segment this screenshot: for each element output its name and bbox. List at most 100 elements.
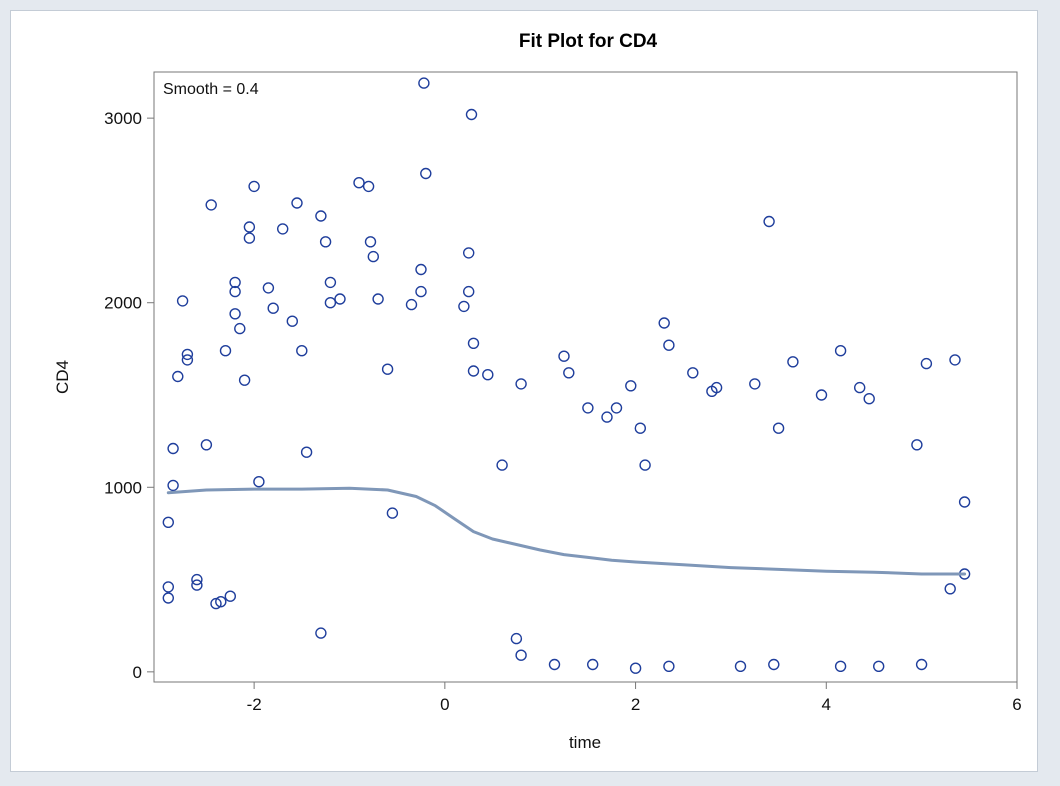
data-point	[467, 365, 480, 377]
data-point	[834, 660, 847, 672]
data-point	[749, 378, 761, 390]
data-point	[915, 658, 928, 671]
data-point	[465, 108, 478, 121]
data-point	[267, 302, 279, 314]
data-point	[634, 422, 646, 434]
chart-title: Fit Plot for CD4	[519, 31, 658, 52]
data-point	[463, 285, 475, 298]
data-point	[262, 282, 275, 294]
data-point	[911, 439, 923, 451]
data-point	[167, 479, 179, 492]
data-point	[405, 298, 418, 311]
data-point	[496, 459, 508, 471]
data-point	[229, 276, 241, 289]
data-point	[229, 285, 241, 298]
y-axis: 0 1000 2000 3000	[104, 109, 154, 682]
data-point	[248, 180, 260, 193]
data-point	[191, 579, 203, 591]
data-point	[324, 297, 337, 309]
x-tick-label: 2	[631, 695, 640, 714]
data-point	[944, 583, 956, 595]
data-point	[601, 411, 613, 423]
data-point	[563, 367, 575, 379]
data-point	[315, 627, 327, 639]
y-tick-label: 1000	[104, 478, 142, 497]
data-point	[949, 354, 961, 366]
data-point	[162, 592, 175, 604]
data-point	[787, 356, 799, 368]
data-point	[238, 374, 251, 386]
data-point	[625, 380, 637, 392]
data-point	[300, 446, 313, 458]
x-tick-label: -2	[247, 695, 262, 714]
data-point	[958, 496, 971, 508]
data-point	[418, 77, 430, 89]
data-point	[353, 176, 365, 189]
x-tick-label: 4	[822, 695, 831, 714]
data-point	[548, 658, 561, 671]
data-point	[205, 199, 217, 211]
y-axis-title: CD4	[53, 360, 72, 394]
data-point	[768, 658, 780, 671]
data-point	[710, 381, 723, 394]
x-axis-title: time	[569, 733, 601, 752]
y-tick-label: 3000	[104, 109, 142, 128]
smooth-fit-line	[166, 486, 967, 576]
data-point	[415, 263, 427, 276]
data-point	[734, 660, 747, 672]
data-point	[663, 660, 675, 672]
data-point	[372, 293, 384, 305]
data-point	[639, 459, 651, 471]
data-point	[763, 215, 775, 228]
data-point	[629, 662, 642, 674]
data-point	[315, 210, 327, 222]
data-point	[243, 232, 256, 244]
data-point	[873, 660, 885, 672]
x-tick-label: 0	[440, 695, 449, 714]
data-point	[381, 363, 394, 375]
data-point	[243, 221, 256, 233]
data-point	[319, 236, 332, 248]
data-point	[291, 197, 303, 209]
data-point	[687, 367, 699, 379]
data-point	[162, 516, 175, 528]
data-point	[463, 247, 475, 259]
data-point	[558, 350, 570, 362]
data-point	[181, 348, 194, 361]
data-point	[219, 345, 232, 357]
data-point	[834, 345, 847, 357]
data-point	[210, 597, 222, 610]
data-point	[367, 250, 379, 263]
data-point	[663, 339, 675, 351]
data-point	[515, 649, 527, 661]
data-point	[167, 442, 179, 455]
data-point	[253, 476, 265, 488]
data-point	[234, 322, 246, 335]
data-point	[515, 378, 527, 390]
data-point	[286, 315, 298, 327]
data-point	[200, 439, 213, 451]
data-point	[420, 167, 432, 180]
data-point	[162, 581, 175, 593]
data-point	[229, 308, 241, 320]
data-point	[172, 370, 184, 383]
data-points	[162, 77, 971, 674]
data-point	[386, 507, 399, 519]
data-point	[863, 393, 875, 405]
data-point	[215, 596, 227, 608]
data-point	[296, 345, 308, 357]
data-point	[510, 632, 523, 645]
smooth-annotation: Smooth = 0.4	[163, 81, 259, 98]
data-point	[224, 590, 237, 602]
data-point	[364, 236, 377, 248]
y-tick-label: 0	[133, 663, 142, 682]
data-point	[191, 573, 203, 586]
data-point	[181, 354, 194, 366]
data-point	[277, 223, 289, 235]
data-point	[176, 295, 189, 307]
data-point	[467, 337, 480, 349]
data-point	[920, 357, 933, 370]
data-point	[458, 300, 470, 313]
data-point	[587, 658, 599, 671]
data-point	[610, 402, 623, 414]
